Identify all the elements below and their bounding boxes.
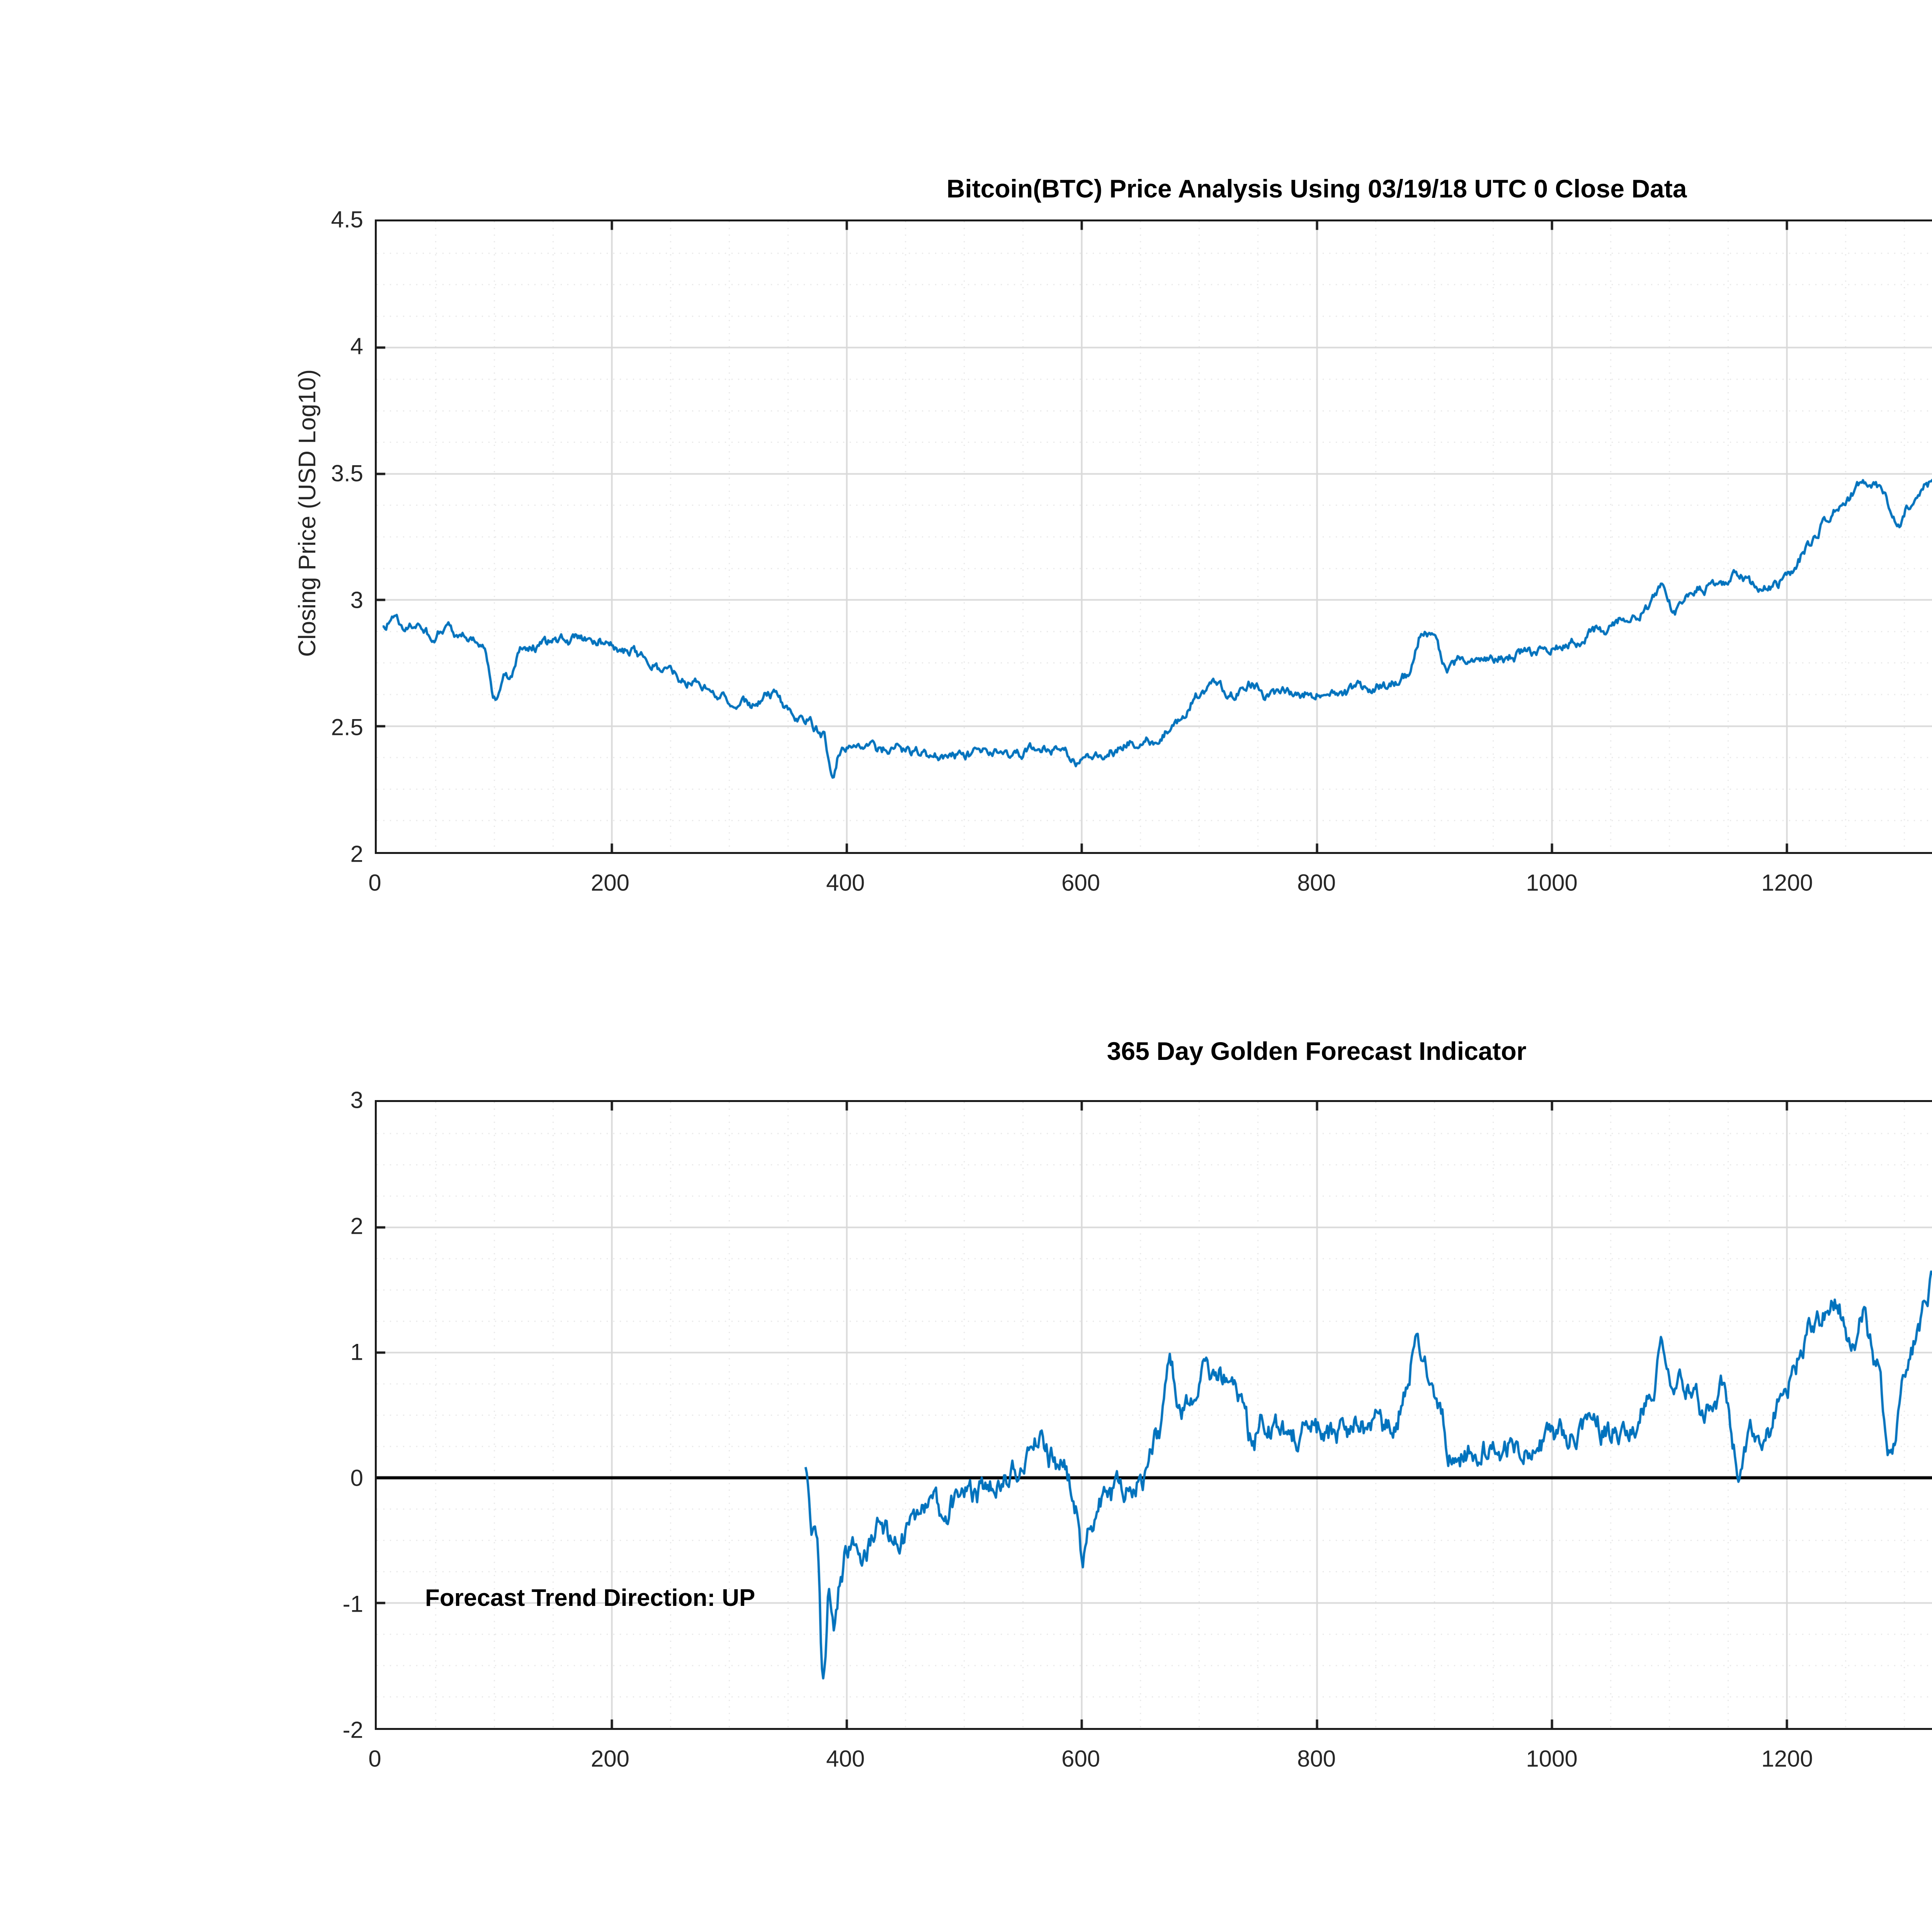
price-xtick-800: 800 xyxy=(1297,870,1336,896)
indicator-ytick-m1: -1 xyxy=(342,1591,363,1617)
indicator-xtick-800: 800 xyxy=(1297,1746,1336,1772)
price-xtick-400: 400 xyxy=(826,870,865,896)
price-ytick-4_5: 4.5 xyxy=(331,206,363,233)
indicator-ytick-1: 1 xyxy=(350,1339,363,1365)
forecast-trend-annotation: Forecast Trend Direction: UP xyxy=(425,1585,755,1611)
price-ytick-2: 2 xyxy=(350,841,363,867)
indicator-xtick-0: 0 xyxy=(368,1746,381,1772)
price-y-axis-label: Closing Price (USD Log10) xyxy=(294,369,321,657)
indicator-xtick-600: 600 xyxy=(1061,1746,1100,1772)
indicator-xtick-1200: 1200 xyxy=(1761,1746,1813,1772)
price-ytick-3: 3 xyxy=(350,587,363,613)
indicator-ytick-0: 0 xyxy=(350,1465,363,1491)
indicator-line-canvas xyxy=(377,1102,1932,1728)
indicator-ytick-m2: -2 xyxy=(342,1717,363,1743)
indicator-ytick-3: 3 xyxy=(350,1087,363,1113)
price-xtick-200: 200 xyxy=(590,870,630,896)
price-xtick-0: 0 xyxy=(368,870,381,896)
price-xtick-600: 600 xyxy=(1061,870,1100,896)
price-xtick-1200: 1200 xyxy=(1761,870,1813,896)
price-ytick-3_5: 3.5 xyxy=(331,460,363,486)
indicator-xtick-400: 400 xyxy=(826,1746,865,1772)
price-ytick-2_5: 2.5 xyxy=(331,714,363,740)
price-xtick-1000: 1000 xyxy=(1526,870,1578,896)
price-line-canvas xyxy=(377,221,1932,852)
indicator-chart-title: 365 Day Golden Forecast Indicator xyxy=(1107,1037,1527,1065)
price-ytick-4: 4 xyxy=(350,333,363,359)
indicator-plot-area xyxy=(375,1100,1932,1730)
indicator-xtick-1000: 1000 xyxy=(1526,1746,1578,1772)
price-chart-title: Bitcoin(BTC) Price Analysis Using 03/19/… xyxy=(946,174,1687,203)
price-plot-area xyxy=(375,219,1932,854)
price-figure: Bitcoin(BTC) Price Analysis Using 03/19/… xyxy=(0,0,1932,947)
indicator-ytick-2: 2 xyxy=(350,1213,363,1239)
indicator-xtick-200: 200 xyxy=(590,1746,630,1772)
indicator-figure: 365 Day Golden Forecast Indicator 3 2 1 … xyxy=(0,947,1932,1932)
